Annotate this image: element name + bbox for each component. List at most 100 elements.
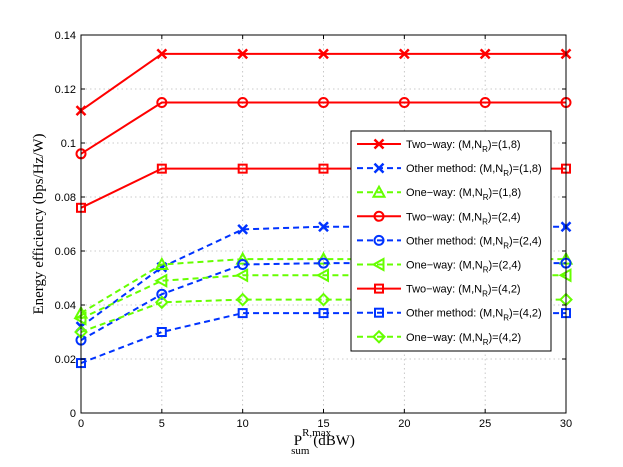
y-tick-label: 0.08 <box>55 192 76 204</box>
legend-label-sub: R <box>482 217 488 226</box>
legend-label-prefix: Two−way: (M,N <box>406 211 482 223</box>
legend-label-suffix: )=(4,2) <box>489 332 522 344</box>
y-tick-label: 0.12 <box>55 84 76 96</box>
legend-label-suffix: )=(1,8) <box>488 139 521 151</box>
legend: Two−way: (M,NR)=(1,8)Other method: (M,NR… <box>350 130 552 352</box>
legend-label-prefix: One−way: (M,N <box>406 260 483 272</box>
y-axis-label: Energy efficiency (bps/Hz/W) <box>31 133 47 314</box>
data-point <box>479 48 491 60</box>
legend-marker <box>371 184 387 198</box>
data-point <box>154 256 170 270</box>
legend-label-suffix: )=(2,4) <box>509 235 542 247</box>
x-tick-label: 10 <box>237 418 249 430</box>
data-point <box>398 97 410 108</box>
data-point <box>156 163 167 174</box>
data-point <box>156 327 167 337</box>
legend-label-prefix: Other method: (M,N <box>406 163 503 175</box>
y-tick-label: 0 <box>70 408 76 420</box>
legend-label-prefix: One−way: (M,N <box>406 332 483 344</box>
y-tick-label: 0.04 <box>55 300 76 312</box>
legend-label: Two−way: (M,NR)=(2,4) <box>406 211 521 226</box>
legend-label-sub: R <box>483 338 489 347</box>
legend-marker <box>373 210 385 222</box>
x-axis-label-sup: R,max <box>302 427 332 439</box>
data-point <box>154 295 169 310</box>
data-point <box>318 257 329 269</box>
data-point <box>318 308 329 319</box>
legend-label-sub: R <box>483 193 489 202</box>
legend-marker <box>373 138 385 150</box>
legend-label: One−way: (M,NR)=(2,4) <box>406 260 521 275</box>
legend-label-sub: R <box>482 290 488 299</box>
x-axis-label: PR,max sum (dBW) <box>291 427 355 457</box>
x-axis-label-unit: (dBW) <box>309 433 354 449</box>
legend-label-sub: R <box>503 241 509 250</box>
data-point <box>318 163 329 174</box>
legend-label: One−way: (M,NR)=(1,8) <box>406 187 521 202</box>
series-1 <box>75 48 572 116</box>
x-tick-label: 0 <box>78 418 84 430</box>
legend-item: Other method: (M,NR)=(2,4) <box>357 234 542 250</box>
x-axis-label-sub: sum <box>291 445 310 457</box>
legend-item: Two−way: (M,NR)=(1,8) <box>357 138 521 154</box>
data-point <box>156 48 168 60</box>
legend-label-prefix: Two−way: (M,N <box>406 284 482 296</box>
legend-label: Other method: (M,NR)=(2,4) <box>406 235 542 250</box>
legend-label-sub: R <box>503 169 509 178</box>
legend-item: Two−way: (M,NR)=(2,4) <box>357 210 521 226</box>
data-point <box>237 163 248 174</box>
data-point <box>237 308 248 319</box>
legend-label-prefix: Other method: (M,N <box>406 308 503 320</box>
legend-label-sub: R <box>483 266 489 275</box>
legend-marker <box>371 257 385 272</box>
y-tick-label: 0.14 <box>55 30 76 42</box>
data-point <box>318 221 329 233</box>
ticks: 0 5 10 15 20 25 30 0 0.02 0.04 0.06 0.08 0.1 0.12 0.14 <box>55 30 573 430</box>
legend-label: Two−way: (M,NR)=(1,8) <box>406 139 521 154</box>
legend-label-sub: R <box>482 145 488 154</box>
data-point <box>237 259 249 270</box>
legend-label: Two−way: (M,NR)=(4,2) <box>406 284 521 299</box>
legend-marker <box>372 329 386 344</box>
data-point <box>318 48 329 60</box>
series-line <box>80 101 566 155</box>
legend-label-sub: R <box>503 314 509 323</box>
legend-item: One−way: (M,NR)=(2,4) <box>357 257 521 275</box>
legend-marker <box>374 283 384 294</box>
legend-marker <box>374 307 384 318</box>
y-tick-label: 0.02 <box>55 354 76 366</box>
data-point <box>237 97 249 108</box>
legend-label-suffix: )=(4,2) <box>509 308 542 320</box>
data-point <box>235 292 250 307</box>
y-tick-label: 0.06 <box>55 246 76 258</box>
legend-label-suffix: )=(2,4) <box>488 211 521 223</box>
legend-label-suffix: )=(2,4) <box>489 260 522 272</box>
x-tick-label: 30 <box>560 418 572 430</box>
legend-label-suffix: )=(1,8) <box>489 187 522 199</box>
legend-marker <box>373 162 385 174</box>
x-tick-label: 25 <box>479 418 491 430</box>
x-tick-label: 15 <box>317 418 329 430</box>
legend-item: Other method: (M,NR)=(4,2) <box>357 307 542 323</box>
data-point <box>318 97 329 108</box>
legend-label-prefix: Two−way: (M,N <box>406 139 482 151</box>
x-tick-label: 5 <box>159 418 165 430</box>
data-point <box>235 268 249 283</box>
legend-label: One−way: (M,NR)=(4,2) <box>406 332 521 347</box>
series-line <box>80 258 566 314</box>
legend-label-suffix: )=(1,8) <box>509 163 542 175</box>
legend-label-suffix: )=(4,2) <box>488 284 521 296</box>
data-point <box>315 268 329 283</box>
y-tick-label: 0.1 <box>61 138 76 150</box>
legend-label: Other method: (M,NR)=(4,2) <box>406 308 542 323</box>
data-point <box>156 288 168 300</box>
legend-item: One−way: (M,NR)=(1,8) <box>357 184 521 202</box>
legend-item: One−way: (M,NR)=(4,2) <box>357 329 521 347</box>
legend-label: Other method: (M,NR)=(1,8) <box>406 163 542 178</box>
data-point <box>237 224 249 235</box>
x-tick-label: 20 <box>398 418 410 430</box>
legend-marker <box>373 234 385 246</box>
data-point <box>154 273 168 288</box>
legend-label-prefix: Other method: (M,N <box>406 235 503 247</box>
